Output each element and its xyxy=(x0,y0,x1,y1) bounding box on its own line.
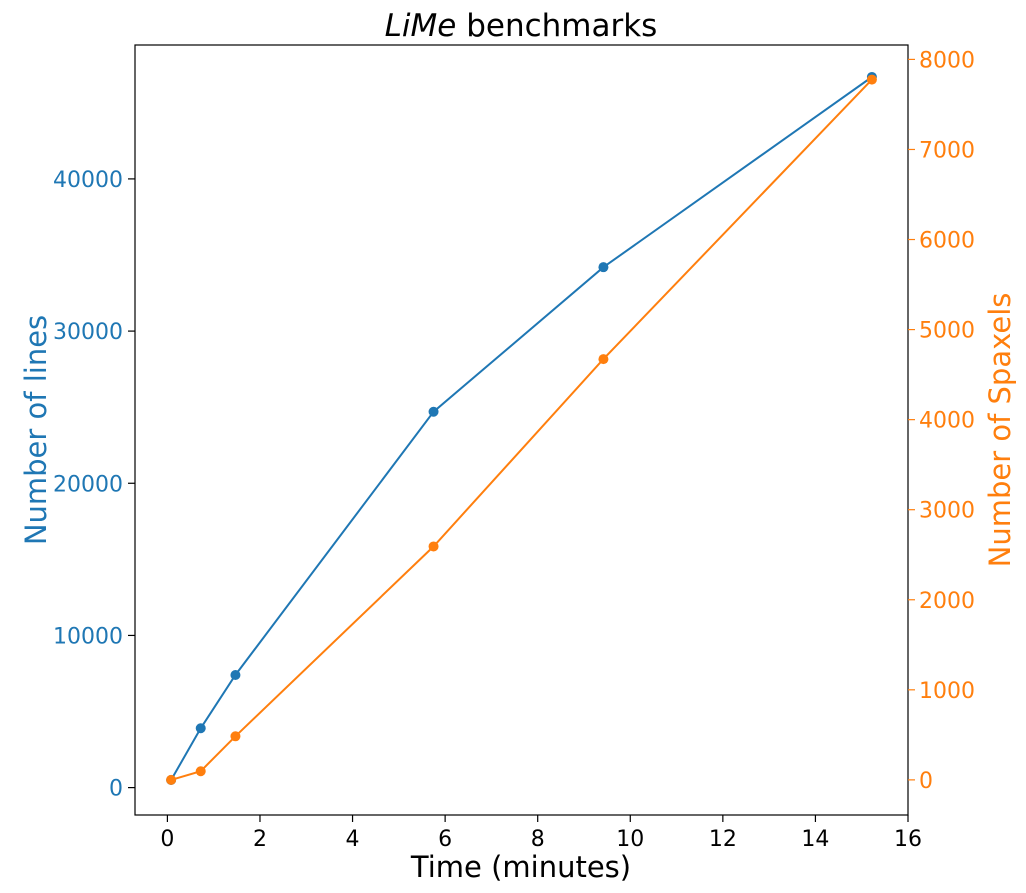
chart-title-italic: LiMe xyxy=(385,8,457,44)
x-tick-label: 8 xyxy=(531,827,545,852)
right-y-tick-label: 0 xyxy=(919,769,933,794)
x-axis: 0 2 4 6 8 10 12 14 16 xyxy=(160,815,922,852)
x-tick-label: 14 xyxy=(801,827,829,852)
right-y-axis: 0 1000 2000 3000 4000 5000 6000 7000 8000 xyxy=(908,48,975,794)
x-tick-label: 2 xyxy=(253,827,267,852)
x-tick-label: 6 xyxy=(438,827,452,852)
chart-title-rest: benchmarks xyxy=(456,8,657,44)
series-line-lines xyxy=(170,76,873,781)
chart-title: LiMe benchmarks xyxy=(385,8,658,44)
left-y-tick-label: 20000 xyxy=(53,472,123,497)
plot-area-frame xyxy=(134,44,909,816)
left-y-tick-label: 40000 xyxy=(53,168,123,193)
x-tick-label: 16 xyxy=(894,827,922,852)
data-point-lines xyxy=(598,262,609,273)
data-point-spaxels xyxy=(866,74,877,85)
left-y-axis: 0 10000 20000 30000 40000 xyxy=(53,168,135,802)
data-point-lines xyxy=(230,670,241,680)
left-y-axis-title: Number of lines xyxy=(19,315,53,545)
x-tick-label: 4 xyxy=(346,827,360,852)
x-tick-label: 10 xyxy=(616,827,644,852)
right-y-tick-label: 4000 xyxy=(919,409,975,434)
x-tick-label: 0 xyxy=(160,827,174,852)
series-line-spaxels xyxy=(170,78,873,781)
data-point-spaxels xyxy=(166,774,177,785)
left-y-tick-label: 10000 xyxy=(53,624,123,649)
data-point-lines xyxy=(195,723,206,734)
right-y-tick-label: 5000 xyxy=(919,319,975,344)
right-y-tick-label: 8000 xyxy=(919,48,975,73)
data-point-spaxels xyxy=(428,541,439,552)
x-axis-title: Time (minutes) xyxy=(410,850,631,884)
right-y-tick-label: 1000 xyxy=(919,679,975,704)
data-point-spaxels xyxy=(195,766,206,777)
right-y-tick-label: 3000 xyxy=(919,499,975,524)
right-y-tick-label: 2000 xyxy=(919,589,975,614)
x-tick-label: 12 xyxy=(709,827,737,852)
right-y-tick-label: 7000 xyxy=(919,138,975,163)
right-y-axis-title: Number of Spaxels xyxy=(983,293,1017,568)
data-point-spaxels xyxy=(230,731,241,742)
left-y-tick-label: 30000 xyxy=(53,320,123,345)
left-y-tick-label: 0 xyxy=(109,777,123,802)
series-layer xyxy=(166,71,877,785)
data-point-spaxels xyxy=(598,354,609,365)
data-point-lines xyxy=(428,406,439,417)
right-y-tick-label: 6000 xyxy=(919,229,975,254)
